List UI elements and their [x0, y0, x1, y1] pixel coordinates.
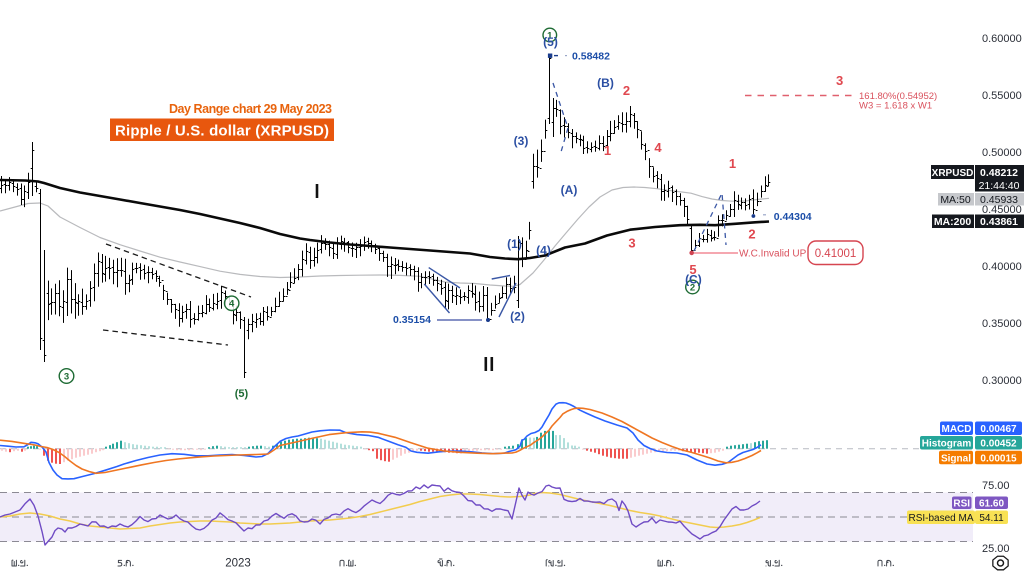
- svg-text:2: 2: [748, 227, 755, 242]
- svg-text:0.00452: 0.00452: [980, 439, 1017, 450]
- svg-text:XRPUSD: XRPUSD: [932, 168, 974, 179]
- svg-text:0.41001: 0.41001: [815, 248, 857, 260]
- svg-text:54.11: 54.11: [979, 513, 1004, 524]
- svg-text:0.45000: 0.45000: [982, 204, 1022, 216]
- svg-text:0.45933: 0.45933: [980, 194, 1018, 206]
- svg-text:(B): (B): [597, 76, 614, 90]
- svg-text:0.60000: 0.60000: [982, 33, 1022, 45]
- svg-text:MA:50: MA:50: [940, 194, 971, 206]
- svg-text:0.00015: 0.00015: [980, 453, 1017, 464]
- svg-text:4: 4: [654, 140, 662, 155]
- svg-text:Ripple / U.S. dollar (XRPUSD): Ripple / U.S. dollar (XRPUSD): [115, 123, 329, 140]
- svg-text:0.50000: 0.50000: [982, 147, 1022, 159]
- svg-text:MACD: MACD: [942, 424, 972, 435]
- svg-text:(C): (C): [685, 273, 702, 287]
- svg-text:21:44:40: 21:44:40: [979, 180, 1020, 192]
- svg-text:0.55000: 0.55000: [982, 90, 1022, 102]
- svg-text:1: 1: [729, 156, 736, 171]
- svg-text:(5): (5): [543, 35, 558, 49]
- svg-text:(3): (3): [514, 134, 529, 148]
- svg-text:0.00467: 0.00467: [980, 424, 1017, 435]
- svg-text:0.44304: 0.44304: [774, 211, 812, 223]
- svg-text:75.00: 75.00: [982, 480, 1010, 492]
- svg-text:0.35154: 0.35154: [393, 314, 431, 326]
- svg-text:5: 5: [689, 262, 696, 277]
- svg-text:0.35000: 0.35000: [982, 318, 1022, 330]
- svg-text:161.80%(0.54952): 161.80%(0.54952): [859, 91, 937, 102]
- svg-text:1: 1: [547, 30, 553, 41]
- svg-text:0.48212: 0.48212: [980, 167, 1018, 179]
- svg-text:2: 2: [690, 282, 695, 293]
- svg-text:(1): (1): [507, 237, 522, 251]
- svg-text:(5): (5): [235, 388, 249, 400]
- svg-text:W.C.Invalid UP: W.C.Invalid UP: [739, 249, 807, 260]
- svg-text:MA:200: MA:200: [934, 216, 972, 228]
- svg-text:3: 3: [64, 371, 69, 382]
- svg-text:W3 = 1.618 x W1: W3 = 1.618 x W1: [859, 101, 932, 112]
- svg-text:Signal: Signal: [941, 453, 971, 464]
- svg-text:Histogram: Histogram: [922, 439, 972, 450]
- svg-text:RSI-based MA: RSI-based MA: [908, 513, 973, 524]
- svg-text:3: 3: [836, 73, 843, 88]
- svg-text:1: 1: [604, 143, 611, 158]
- svg-text:4: 4: [229, 299, 235, 310]
- svg-text:0.30000: 0.30000: [982, 375, 1022, 387]
- svg-text:(2): (2): [510, 310, 525, 324]
- svg-text:61.60: 61.60: [979, 499, 1004, 510]
- svg-text:(4): (4): [536, 244, 551, 258]
- svg-text:2: 2: [623, 83, 630, 98]
- svg-text:0.58482: 0.58482: [572, 51, 610, 63]
- svg-text:3: 3: [628, 236, 635, 251]
- svg-text:2023: 2023: [225, 558, 251, 570]
- svg-text:(A): (A): [561, 183, 578, 197]
- svg-text:0.40000: 0.40000: [982, 261, 1022, 273]
- svg-text:25.00: 25.00: [982, 543, 1010, 555]
- svg-text:RSI: RSI: [953, 499, 970, 510]
- svg-text:0.43861: 0.43861: [980, 216, 1018, 228]
- svg-text:Day Range chart 29 May 2023: Day Range chart 29 May 2023: [169, 102, 332, 116]
